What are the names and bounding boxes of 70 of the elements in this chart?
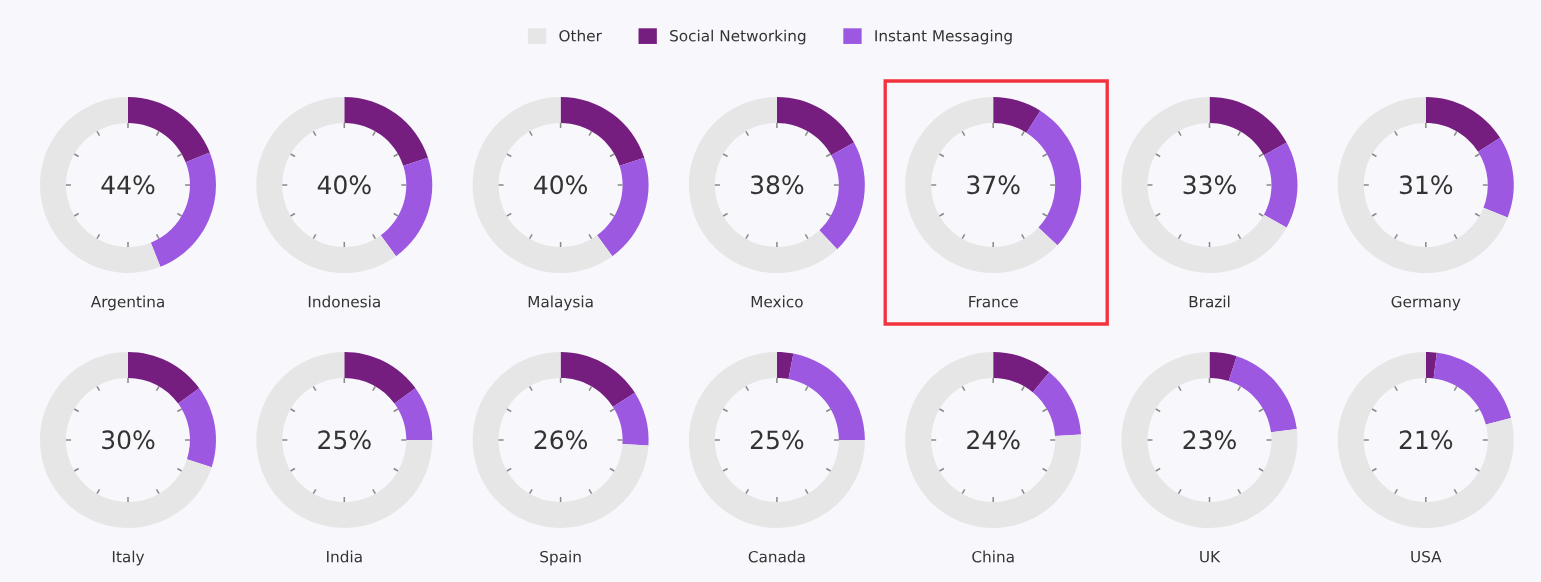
- donut-slice: [1425, 352, 1437, 379]
- donut-slice: [612, 392, 649, 446]
- donut-slice: [1263, 142, 1298, 228]
- text: Mexico: [751, 295, 803, 308]
- donut-slice: [819, 142, 865, 250]
- donut-slice: [472, 352, 649, 528]
- text: Italy: [112, 550, 145, 566]
- donut-slice: [1032, 372, 1082, 437]
- text: USA: [1411, 550, 1442, 563]
- donut-slice: [1026, 110, 1082, 246]
- text: China: [972, 550, 1014, 563]
- donut-slice: [344, 352, 416, 404]
- donut-slice: [1433, 352, 1512, 425]
- donut-slice: [1337, 97, 1508, 273]
- text: 21%: [1399, 430, 1453, 450]
- legend-label: Social Networking: [670, 29, 806, 45]
- donut-slice: [1478, 137, 1514, 218]
- text: 25%: [318, 430, 371, 450]
- donut-slice: [256, 352, 433, 528]
- donut-slice: [128, 352, 200, 404]
- donut-slice: [776, 352, 794, 380]
- text: Canada: [748, 550, 805, 563]
- donut-slice: [597, 157, 649, 257]
- donut-slice: [688, 352, 865, 528]
- text: Indonesia: [308, 295, 380, 308]
- donut-slice: [394, 388, 433, 440]
- text: France: [969, 296, 1018, 308]
- text: India: [327, 550, 362, 563]
- donut-slice: [1337, 352, 1514, 528]
- donut-slice: [1209, 97, 1287, 156]
- text: 31%: [1399, 175, 1453, 195]
- text: UK: [1200, 551, 1221, 563]
- donut-slice: [905, 97, 1058, 273]
- donut-slice: [560, 352, 635, 407]
- donut-slice: [40, 352, 212, 528]
- text: 38%: [751, 175, 804, 195]
- donut-slice: [1209, 352, 1237, 382]
- donut-slice: [380, 157, 433, 257]
- text: 37%: [967, 175, 1020, 195]
- donut-slice: [40, 97, 161, 273]
- legend-label: Instant Messaging: [875, 29, 1012, 45]
- text: 44%: [101, 175, 155, 195]
- donut-slice: [1121, 352, 1298, 528]
- text: Argentina: [90, 295, 164, 311]
- donut-slice: [344, 97, 428, 166]
- text: 25%: [750, 430, 804, 450]
- donut-slice: [905, 352, 1082, 528]
- text: 30%: [102, 430, 155, 450]
- text: 40%: [317, 175, 371, 195]
- legend-label: Other: [559, 29, 602, 42]
- text: Germany: [1391, 295, 1461, 311]
- text: Brazil: [1189, 295, 1230, 308]
- donut-slice: [688, 97, 838, 273]
- donut-slice: [1121, 97, 1287, 273]
- donut-slice: [178, 388, 216, 468]
- donut-slice: [1425, 97, 1501, 152]
- donut-slice: [993, 97, 1041, 133]
- donut-slice: [128, 97, 210, 163]
- text: 40%: [534, 175, 587, 195]
- donut-slice: [776, 97, 855, 156]
- donut-slice: [993, 352, 1050, 393]
- text: 23%: [1183, 430, 1236, 450]
- donut-slice: [472, 97, 613, 273]
- donut-slice: [560, 97, 645, 166]
- donut-slice: [256, 97, 397, 273]
- text: 26%: [534, 430, 587, 450]
- text: 24%: [967, 430, 1020, 450]
- text: Malaysia: [528, 295, 593, 311]
- text: 33%: [1183, 175, 1236, 195]
- text: Spain: [540, 550, 581, 566]
